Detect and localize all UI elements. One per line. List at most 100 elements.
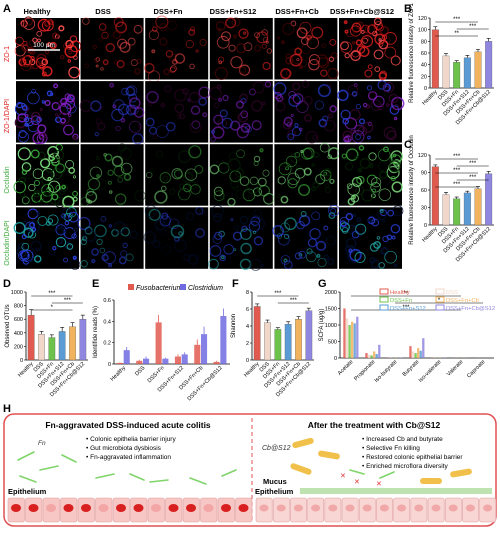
micrograph-tile (209, 205, 273, 270)
epithelium-cell (61, 498, 78, 522)
significance-label: *** (469, 175, 477, 181)
row-label-occludin: Occludin (4, 166, 11, 193)
bar (156, 322, 162, 364)
y-tick-label: 6 (246, 307, 249, 313)
micrograph-tile (338, 81, 404, 143)
y-tick-label: 0.6 (103, 298, 111, 304)
micrograph-grid (14, 16, 404, 270)
legend-swatch (180, 284, 186, 290)
significance-label: *** (64, 298, 72, 304)
bar (373, 351, 375, 358)
y-axis-label: Observed OTUs (5, 304, 11, 347)
bar (285, 324, 291, 360)
schematic-left-title: Fn-aggravated DSS-induced acute colitis (45, 420, 211, 430)
right-bullet-2: • Selective Fn killing (362, 445, 420, 452)
y-tick-label: 0 (108, 362, 111, 368)
left-bullet-3: • Fn-aggravated inflammation (86, 454, 171, 461)
y-tick-label: 40 (421, 63, 427, 69)
legend-label: DSS+Fn+Cb (446, 298, 479, 304)
y-tick-label: 80 (421, 39, 427, 45)
bar (453, 62, 460, 88)
legend-swatch (436, 305, 444, 310)
fn-label: Fn (38, 440, 46, 447)
micrograph-tile (210, 18, 273, 80)
svg-text:✕: ✕ (354, 479, 360, 486)
bar (414, 353, 416, 358)
y-tick-label: 400 (14, 331, 23, 337)
panel-label-a: A (3, 3, 11, 15)
epithelium-cell (218, 498, 235, 522)
micrograph-tile (339, 144, 402, 206)
y-axis-label: Relative fluorescence intesity of Occlud… (409, 135, 415, 244)
bar (464, 58, 471, 88)
legend-swatch (380, 289, 388, 294)
bar (422, 338, 424, 358)
right-bullet-3: • Restored colonic epithelial barrier (362, 454, 463, 461)
bar (354, 323, 356, 358)
y-tick-label: 20 (421, 74, 427, 80)
bar (306, 311, 312, 360)
legend-label: Fusobacterium (136, 285, 182, 292)
legend-label: DSS+Fn+Cb@S12 (446, 306, 495, 312)
bar (348, 325, 350, 358)
x-tick-label: Healthy (110, 365, 128, 383)
bar (346, 318, 348, 358)
bar (69, 327, 75, 360)
bar (365, 353, 367, 358)
epithelium-cell (428, 498, 444, 522)
bar (351, 322, 353, 358)
row-label-occludin-dapi: Occludin/DAPI (4, 220, 11, 266)
bar (432, 167, 439, 225)
y-tick-label: 2 (246, 341, 249, 347)
epithelium-cells (8, 498, 496, 522)
mucus-label: Mucus (263, 477, 287, 486)
y-tick-label: 100 (418, 28, 427, 34)
epithelium-cell (131, 498, 148, 522)
epithelium-cell (411, 498, 427, 522)
bar (254, 306, 260, 360)
bar (485, 174, 492, 225)
micrograph-tile (210, 81, 273, 143)
epithelium-cell (183, 498, 200, 522)
significance-label: *** (453, 168, 461, 174)
x-tick-label: Butyrate (402, 359, 421, 378)
micrograph-tile (14, 144, 79, 207)
panel-label-g: G (318, 278, 327, 290)
bar (443, 195, 450, 225)
micrograph-tile (15, 81, 79, 144)
epithelium-cell (43, 498, 60, 522)
header-dss-fn-cb: DSS+Fn+Cb (275, 7, 319, 16)
bar (182, 354, 188, 364)
bar (475, 189, 482, 225)
bar (117, 363, 123, 364)
x-tick-label: Caproate (466, 359, 486, 379)
y-tick-label: 4 (246, 324, 249, 330)
scale-bar-label: 100 μm (33, 42, 55, 49)
epithelium-cell (78, 498, 95, 522)
bar (143, 359, 149, 364)
bar (124, 350, 130, 364)
y-tick-label: 1000 (11, 290, 23, 296)
bar (59, 331, 65, 360)
micrograph-tile (339, 206, 403, 269)
bar (464, 193, 471, 225)
epithelium-cell (376, 498, 392, 522)
bar (443, 56, 450, 88)
epithelium-cell (445, 498, 461, 522)
header-dss-fn-s12: DSS+Fn+S12 (210, 7, 257, 16)
bar (376, 354, 378, 358)
micrograph-tile (210, 144, 274, 206)
y-tick-label: 8 (246, 290, 249, 296)
right-bullet-1: • Increased Cb and butyrate (362, 436, 443, 443)
legend-swatch (380, 297, 388, 302)
epithelium-cell (325, 498, 341, 522)
panel-label-h: H (3, 403, 11, 415)
x-tick-label: Propionate (353, 359, 376, 382)
schematic-right-title: After the treatment with Cb@S12 (308, 420, 441, 430)
header-dss: DSS (95, 7, 110, 16)
y-tick-label: 600 (14, 317, 23, 323)
panel-label-e: E (92, 278, 99, 290)
bar (295, 319, 301, 360)
